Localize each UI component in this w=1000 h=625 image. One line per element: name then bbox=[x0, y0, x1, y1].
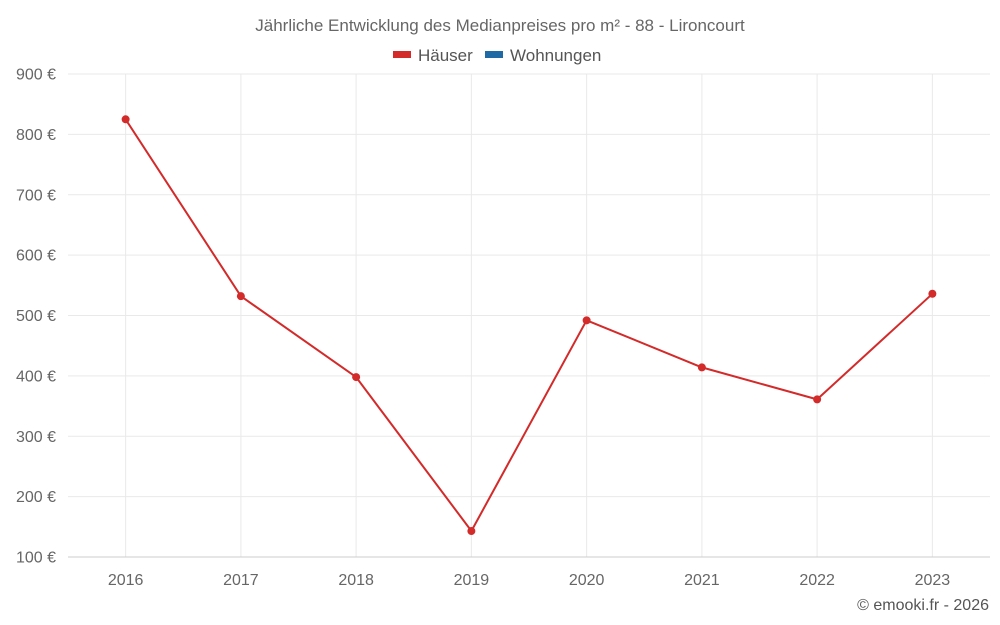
legend-item-haeuser[interactable]: Häuser bbox=[393, 46, 473, 65]
data-point[interactable] bbox=[121, 115, 130, 124]
data-point[interactable] bbox=[236, 292, 245, 301]
x-tick-label: 2018 bbox=[338, 572, 374, 589]
legend-label-wohnungen: Wohnungen bbox=[510, 46, 601, 65]
x-tick-label: 2019 bbox=[454, 572, 490, 589]
legend: Häuser Wohnungen bbox=[393, 46, 601, 65]
x-tick-label: 2016 bbox=[108, 572, 144, 589]
y-tick-label: 500 € bbox=[16, 308, 56, 325]
y-tick-label: 700 € bbox=[16, 187, 56, 204]
y-tick-label: 400 € bbox=[16, 368, 56, 385]
data-point[interactable] bbox=[928, 289, 937, 298]
data-point[interactable] bbox=[582, 316, 591, 325]
x-tick-label: 2020 bbox=[569, 572, 605, 589]
y-tick-label: 600 € bbox=[16, 248, 56, 265]
series-haeuser bbox=[121, 115, 937, 536]
x-tick-label: 2023 bbox=[915, 572, 951, 589]
data-point[interactable] bbox=[352, 373, 361, 382]
legend-label-haeuser: Häuser bbox=[418, 46, 473, 65]
axes: 100 € 200 € 300 € 400 € 500 € 600 € 700 € 800 €… bbox=[16, 67, 990, 589]
data-point[interactable] bbox=[697, 363, 706, 372]
y-tick-label: 900 € bbox=[16, 67, 56, 84]
x-tick-label: 2017 bbox=[223, 572, 259, 589]
series-line bbox=[124, 118, 934, 532]
y-tick-label: 100 € bbox=[16, 550, 56, 567]
y-tick-label: 800 € bbox=[16, 127, 56, 144]
legend-swatch-wohnungen bbox=[485, 51, 503, 58]
y-tick-label: 200 € bbox=[16, 489, 56, 506]
grid bbox=[68, 73, 990, 557]
legend-item-wohnungen[interactable]: Wohnungen bbox=[485, 46, 601, 65]
y-tick-label: 300 € bbox=[16, 429, 56, 446]
data-point[interactable] bbox=[813, 395, 822, 404]
x-tick-label: 2022 bbox=[799, 572, 835, 589]
credit-text: © emooki.fr - 2026 bbox=[857, 597, 989, 614]
x-tick-label: 2021 bbox=[684, 572, 720, 589]
legend-swatch-haeuser bbox=[393, 51, 411, 58]
data-point[interactable] bbox=[467, 527, 476, 536]
chart-title: Jährliche Entwicklung des Medianpreises … bbox=[255, 16, 745, 35]
